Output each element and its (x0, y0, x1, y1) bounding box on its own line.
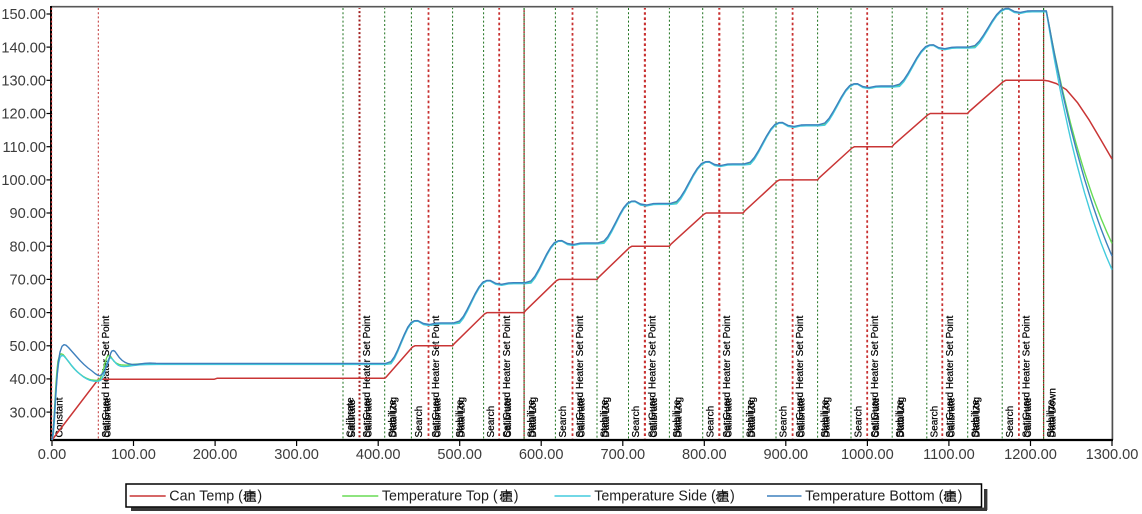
svg-text:Data Log: Data Log (822, 397, 833, 438)
svg-text:Data Down: Data Down (1048, 388, 1059, 437)
svg-text:1100.00: 1100.00 (923, 447, 975, 463)
svg-text:Search: Search (414, 406, 425, 438)
svg-text:Saturate: Saturate (347, 399, 358, 437)
svg-text:Calibrate: Calibrate (433, 397, 444, 437)
svg-text:): ) (730, 489, 735, 505)
svg-text:Search: Search (779, 406, 790, 438)
svg-text:Temperature Side (: Temperature Side ( (594, 489, 716, 505)
svg-text:500.00: 500.00 (437, 447, 482, 463)
svg-text:Set Guard Heater Set Point: Set Guard Heater Set Point (101, 316, 112, 438)
svg-text:100.00: 100.00 (1, 173, 46, 189)
svg-text:Data Log: Data Log (601, 397, 612, 438)
svg-text:100.00: 100.00 (111, 447, 156, 463)
svg-text:): ) (958, 489, 963, 505)
svg-text:Data Log: Data Log (528, 397, 539, 438)
svg-text:Set Guard Heater Set Point: Set Guard Heater Set Point (502, 316, 513, 438)
svg-text:Constant: Constant (55, 397, 66, 437)
svg-text:30.00: 30.00 (9, 405, 46, 421)
svg-text:Data Log: Data Log (972, 397, 983, 438)
svg-text:Data Log: Data Log (747, 397, 758, 438)
svg-text:Data Log: Data Log (457, 397, 468, 438)
svg-text:600.00: 600.00 (519, 447, 564, 463)
svg-text:Stabilize: Stabilize (820, 399, 831, 437)
svg-text:Search: Search (705, 406, 716, 438)
svg-text:Stabilize: Stabilize (387, 399, 398, 437)
svg-text:Data Log: Data Log (389, 397, 400, 438)
svg-text:Stabilize: Stabilize (600, 399, 611, 437)
svg-text:Search: Search (631, 406, 642, 438)
svg-text:Calibrate: Calibrate (871, 397, 882, 437)
svg-text:900.00: 900.00 (763, 447, 808, 463)
svg-text:Calibrate: Calibrate (577, 397, 588, 437)
svg-text:Calibrate: Calibrate (946, 397, 957, 437)
svg-text:800.00: 800.00 (682, 447, 727, 463)
svg-text:Calibrate: Calibrate (503, 397, 514, 437)
svg-text:Calibrate: Calibrate (346, 397, 357, 437)
svg-text:1300.00: 1300.00 (1086, 447, 1139, 463)
svg-text:Search: Search (558, 406, 569, 438)
svg-text:Data Log: Data Log (673, 397, 684, 438)
svg-text:110.00: 110.00 (2, 140, 46, 156)
svg-text:Calibrate: Calibrate (797, 397, 808, 437)
svg-text:Set Guard Heater Set Point: Set Guard Heater Set Point (870, 316, 881, 438)
svg-text:Temperature Top (: Temperature Top ( (382, 489, 498, 505)
svg-text:200.00: 200.00 (193, 447, 238, 463)
svg-text:1000.00: 1000.00 (841, 447, 894, 463)
svg-text:50.00: 50.00 (9, 339, 46, 355)
svg-text:Stabilize: Stabilize (1046, 399, 1057, 437)
svg-text:Set Guard Heater Set Point: Set Guard Heater Set Point (795, 316, 806, 438)
svg-text:Search: Search (486, 406, 497, 438)
svg-text:Calibrate: Calibrate (649, 397, 660, 437)
svg-text:120.00: 120.00 (1, 107, 46, 123)
svg-text:Temperature Bottom (: Temperature Bottom ( (805, 489, 943, 505)
svg-text:1200.00: 1200.00 (1004, 447, 1057, 463)
svg-text:Can Temp (: Can Temp ( (169, 489, 243, 505)
svg-text:Stabilize: Stabilize (895, 399, 906, 437)
svg-text:Search: Search (929, 406, 940, 438)
svg-text:150.00: 150.00 (1, 7, 46, 23)
svg-text:Stabilize: Stabilize (672, 399, 683, 437)
svg-text:Stabilize: Stabilize (527, 399, 538, 437)
svg-text:Set Guard Heater Set Point: Set Guard Heater Set Point (648, 316, 659, 438)
svg-text:Stabilize: Stabilize (970, 399, 981, 437)
svg-text:Set Guard Heater Set Point: Set Guard Heater Set Point (722, 316, 733, 438)
svg-text:Set Guard Heater Set Point: Set Guard Heater Set Point (575, 316, 586, 438)
svg-text:Search: Search (854, 406, 865, 438)
svg-text:): ) (257, 489, 262, 505)
svg-text:Set Guard Heater Set Point: Set Guard Heater Set Point (431, 316, 442, 438)
svg-text:Data Log: Data Log (896, 397, 907, 438)
svg-text:300.00: 300.00 (274, 447, 319, 463)
svg-text:400.00: 400.00 (356, 447, 401, 463)
svg-text:Calibrate: Calibrate (723, 397, 734, 437)
svg-text:): ) (514, 489, 519, 505)
svg-text:90.00: 90.00 (9, 206, 46, 222)
svg-text:0.00: 0.00 (38, 447, 66, 463)
svg-text:Calibrate: Calibrate (364, 397, 375, 437)
svg-text:60.00: 60.00 (9, 306, 46, 322)
svg-text:Stabilize: Stabilize (746, 399, 757, 437)
svg-text:80.00: 80.00 (9, 239, 46, 255)
svg-text:700.00: 700.00 (600, 447, 645, 463)
svg-text:Set Guard Heater Set Point: Set Guard Heater Set Point (1022, 316, 1033, 438)
svg-text:Set Guard Heater Set Point: Set Guard Heater Set Point (362, 316, 373, 438)
svg-text:40.00: 40.00 (9, 372, 46, 388)
svg-text:Search: Search (1005, 406, 1016, 438)
svg-text:130.00: 130.00 (1, 74, 46, 90)
svg-text:Set Guard Heater Set Point: Set Guard Heater Set Point (945, 316, 956, 438)
svg-text:70.00: 70.00 (9, 273, 46, 289)
svg-text:Calibrate: Calibrate (1023, 397, 1034, 437)
svg-text:Calibrate: Calibrate (102, 397, 113, 437)
svg-text:140.00: 140.00 (1, 40, 46, 56)
svg-text:Stabilize: Stabilize (455, 399, 466, 437)
